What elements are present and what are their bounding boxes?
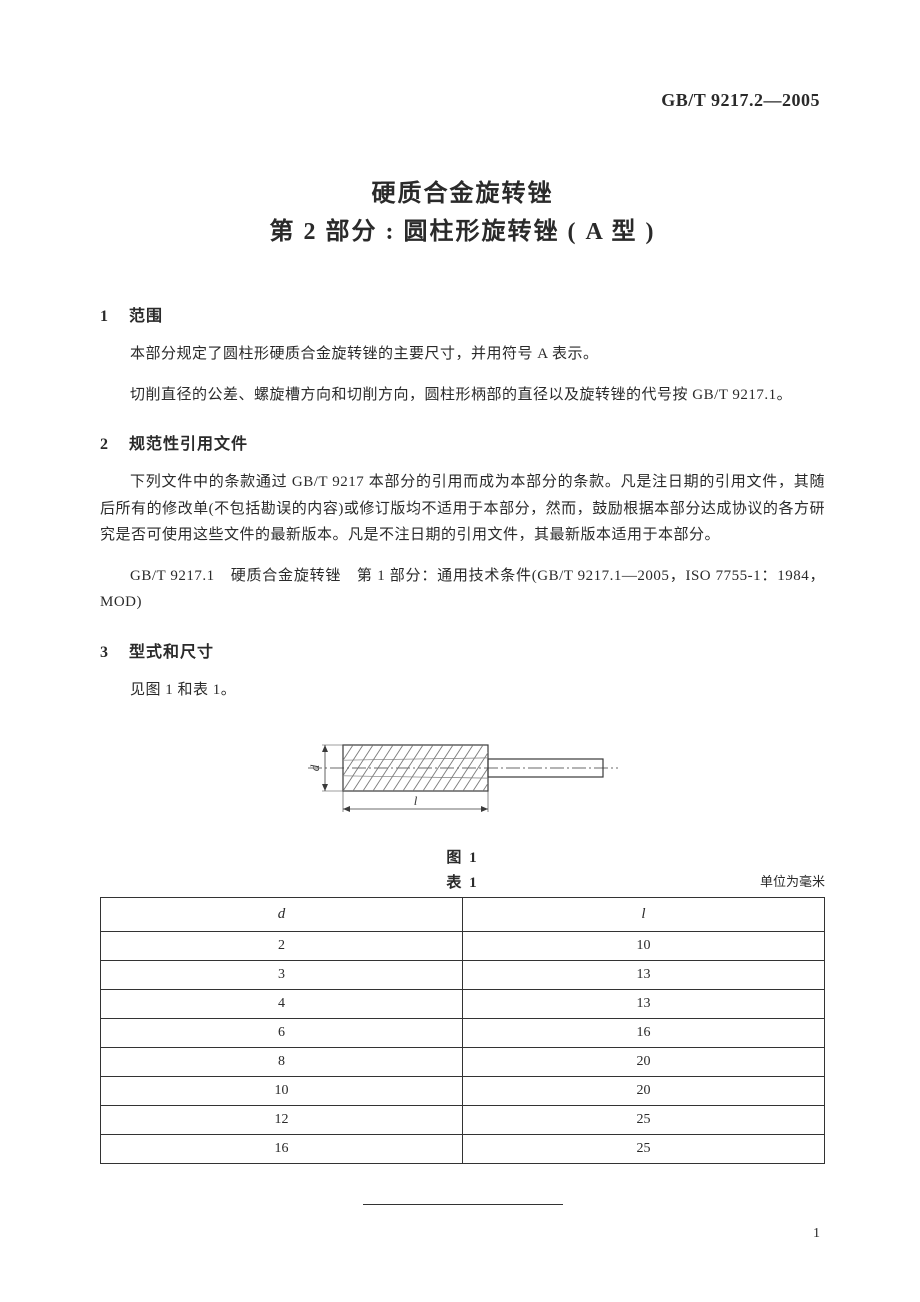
table-cell: 10 bbox=[101, 1076, 463, 1105]
table-cell: 12 bbox=[101, 1105, 463, 1134]
table-row: 313 bbox=[101, 960, 825, 989]
figure-caption: 图 1 bbox=[100, 846, 825, 867]
section-3: 3 型式和尺寸 见图 1 和表 1。 bbox=[100, 638, 825, 703]
section-title: 规范性引用文件 bbox=[129, 436, 248, 453]
table-row: 210 bbox=[101, 931, 825, 960]
table-row: 1625 bbox=[101, 1134, 825, 1163]
section-number: 1 bbox=[100, 308, 124, 326]
paragraph: 切削直径的公差、螺旋槽方向和切削方向，圆柱形柄部的直径以及旋转锉的代号按 GB/… bbox=[100, 382, 825, 408]
table-caption: 表 1 bbox=[100, 871, 825, 892]
column-header-l: l bbox=[463, 897, 825, 931]
table-cell: 4 bbox=[101, 989, 463, 1018]
table-cell: 20 bbox=[463, 1076, 825, 1105]
section-number: 2 bbox=[100, 436, 124, 454]
dimensions-table: d l 210313413616820102012251625 bbox=[100, 897, 825, 1164]
paragraph: GB/T 9217.1 硬质合金旋转锉 第 1 部分：通用技术条件(GB/T 9… bbox=[100, 563, 825, 616]
table-cell: 2 bbox=[101, 931, 463, 960]
paragraph: 本部分规定了圆柱形硬质合金旋转锉的主要尺寸，并用符号 A 表示。 bbox=[100, 341, 825, 367]
paragraph: 下列文件中的条款通过 GB/T 9217 本部分的引用而成为本部分的条款。凡是注… bbox=[100, 469, 825, 548]
section-heading: 2 规范性引用文件 bbox=[100, 430, 825, 454]
section-2: 2 规范性引用文件 下列文件中的条款通过 GB/T 9217 本部分的引用而成为… bbox=[100, 430, 825, 615]
table-header: d l bbox=[101, 897, 825, 931]
table-cell: 10 bbox=[463, 931, 825, 960]
section-title: 范围 bbox=[129, 308, 163, 325]
rotary-burr-diagram: dl bbox=[308, 733, 618, 823]
section-number: 3 bbox=[100, 644, 124, 662]
table-cell: 13 bbox=[463, 989, 825, 1018]
title-line-2: 第 2 部分 : 圆柱形旋转锉 ( A 型 ) bbox=[100, 213, 825, 251]
table-cell: 25 bbox=[463, 1134, 825, 1163]
table-cell: 8 bbox=[101, 1047, 463, 1076]
title-block: 硬质合金旋转锉 第 2 部分 : 圆柱形旋转锉 ( A 型 ) bbox=[100, 175, 825, 252]
section-title: 型式和尺寸 bbox=[129, 644, 214, 661]
table-row: 820 bbox=[101, 1047, 825, 1076]
document-page: GB/T 9217.2—2005 硬质合金旋转锉 第 2 部分 : 圆柱形旋转锉… bbox=[0, 0, 920, 1302]
title-line-1: 硬质合金旋转锉 bbox=[100, 175, 825, 213]
table-cell: 13 bbox=[463, 960, 825, 989]
table-cell: 16 bbox=[101, 1134, 463, 1163]
table-header-row: 表 1 单位为毫米 bbox=[100, 871, 825, 893]
paragraph: 见图 1 和表 1。 bbox=[100, 677, 825, 703]
table-cell: 25 bbox=[463, 1105, 825, 1134]
section-heading: 1 范围 bbox=[100, 302, 825, 326]
footnote-rule bbox=[363, 1204, 563, 1205]
table-row: 1020 bbox=[101, 1076, 825, 1105]
table-cell: 20 bbox=[463, 1047, 825, 1076]
table-row: 616 bbox=[101, 1018, 825, 1047]
table-row: 1225 bbox=[101, 1105, 825, 1134]
table-row: 413 bbox=[101, 989, 825, 1018]
section-heading: 3 型式和尺寸 bbox=[100, 638, 825, 662]
column-header-d: d bbox=[101, 897, 463, 931]
section-1: 1 范围 本部分规定了圆柱形硬质合金旋转锉的主要尺寸，并用符号 A 表示。 切削… bbox=[100, 302, 825, 409]
table-unit-label: 单位为毫米 bbox=[760, 871, 825, 890]
table-cell: 3 bbox=[101, 960, 463, 989]
figure-1: dl 图 1 bbox=[100, 733, 825, 867]
table-cell: 6 bbox=[101, 1018, 463, 1047]
table-cell: 16 bbox=[463, 1018, 825, 1047]
svg-text:d: d bbox=[308, 764, 322, 771]
page-number: 1 bbox=[813, 1226, 820, 1242]
svg-text:l: l bbox=[413, 793, 417, 808]
standard-code: GB/T 9217.2—2005 bbox=[661, 90, 820, 111]
